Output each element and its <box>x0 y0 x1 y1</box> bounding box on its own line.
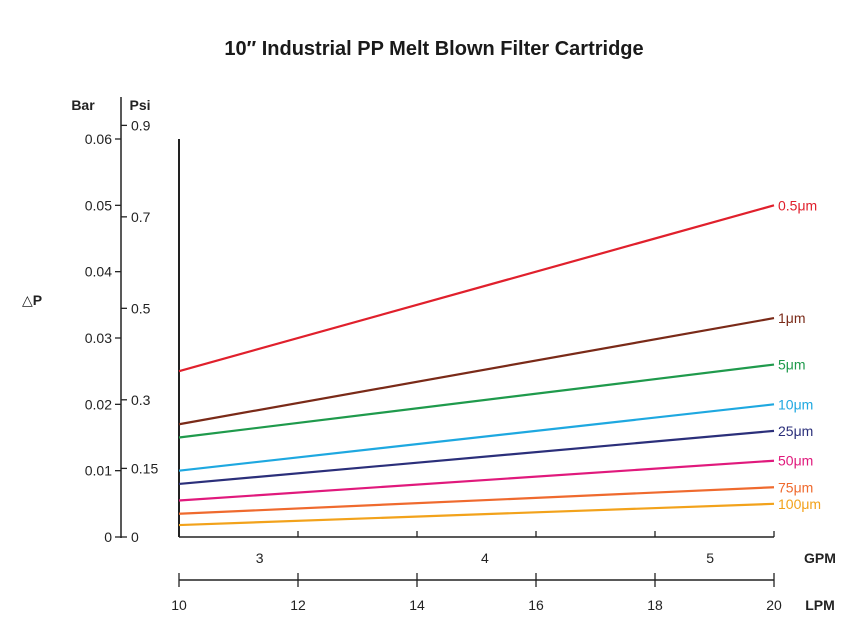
gpm-tick-label: 4 <box>481 550 489 566</box>
series-line <box>178 502 775 527</box>
lpm-tick-label: 20 <box>766 597 782 613</box>
x-axis-unit-gpm: GPM <box>804 550 836 566</box>
lpm-tick-label: 16 <box>528 597 544 613</box>
gpm-tick-label: 3 <box>256 550 264 566</box>
gpm-tick-label: 5 <box>706 550 714 566</box>
series-line <box>178 429 775 486</box>
series-line <box>178 459 775 502</box>
series-label: 0.5μm <box>778 197 817 213</box>
bar-tick-label: 0.06 <box>85 131 112 147</box>
psi-tick-label: 0 <box>131 529 139 545</box>
series-label: 1μm <box>778 310 806 326</box>
series-label: 5μm <box>778 357 806 373</box>
series-label: 10μm <box>778 396 813 412</box>
psi-tick-label: 0.15 <box>131 460 158 476</box>
series-line <box>178 317 775 426</box>
series-label: 75μm <box>778 479 813 495</box>
x-axis-unit-lpm: LPM <box>805 597 835 613</box>
y-axis-unit-bar: Bar <box>71 97 95 113</box>
series-line <box>178 204 775 373</box>
bar-tick-label: 0 <box>104 529 112 545</box>
psi-tick-label: 0.5 <box>131 300 151 316</box>
series-label: 100μm <box>778 496 821 512</box>
bar-tick-label: 0.01 <box>85 463 112 479</box>
y-axis-title: △P <box>22 292 42 308</box>
bar-tick-label: 0.03 <box>85 330 112 346</box>
psi-tick-label: 0.9 <box>131 117 151 133</box>
psi-tick-label: 0.7 <box>131 209 151 225</box>
series-line <box>178 403 775 472</box>
series-line <box>178 486 775 515</box>
bar-tick-label: 0.02 <box>85 396 112 412</box>
bar-tick-label: 0.05 <box>85 197 112 213</box>
lpm-tick-label: 12 <box>290 597 306 613</box>
series-label: 25μm <box>778 423 813 439</box>
lpm-tick-label: 14 <box>409 597 425 613</box>
y-axis-unit-psi: Psi <box>129 97 150 113</box>
lpm-tick-label: 10 <box>171 597 187 613</box>
psi-tick-label: 0.3 <box>131 392 151 408</box>
lpm-tick-label: 18 <box>647 597 663 613</box>
series-line <box>178 363 775 439</box>
series-label: 50μm <box>778 453 813 469</box>
chart-title: 10″ Industrial PP Melt Blown Filter Cart… <box>224 38 644 60</box>
bar-tick-label: 0.04 <box>85 264 112 280</box>
